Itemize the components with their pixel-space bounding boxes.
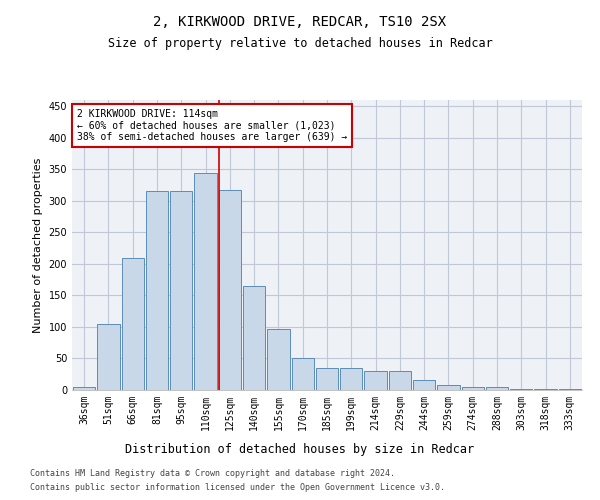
Bar: [218, 190, 241, 390]
Bar: [243, 286, 265, 390]
Bar: [194, 172, 217, 390]
Text: 2, KIRKWOOD DRIVE, REDCAR, TS10 2SX: 2, KIRKWOOD DRIVE, REDCAR, TS10 2SX: [154, 15, 446, 29]
Bar: [267, 329, 290, 390]
Bar: [413, 380, 436, 390]
Bar: [437, 385, 460, 390]
Text: 2 KIRKWOOD DRIVE: 114sqm
← 60% of detached houses are smaller (1,023)
38% of sem: 2 KIRKWOOD DRIVE: 114sqm ← 60% of detach…: [77, 108, 347, 142]
Text: Distribution of detached houses by size in Redcar: Distribution of detached houses by size …: [125, 442, 475, 456]
Bar: [461, 387, 484, 390]
Bar: [122, 258, 144, 390]
Y-axis label: Number of detached properties: Number of detached properties: [33, 158, 43, 332]
Bar: [73, 387, 95, 390]
Text: Contains public sector information licensed under the Open Government Licence v3: Contains public sector information licen…: [30, 484, 445, 492]
Text: Size of property relative to detached houses in Redcar: Size of property relative to detached ho…: [107, 38, 493, 51]
Bar: [170, 192, 193, 390]
Bar: [364, 371, 387, 390]
Bar: [486, 387, 508, 390]
Bar: [316, 368, 338, 390]
Bar: [97, 324, 119, 390]
Bar: [146, 192, 168, 390]
Bar: [292, 358, 314, 390]
Bar: [340, 368, 362, 390]
Text: Contains HM Land Registry data © Crown copyright and database right 2024.: Contains HM Land Registry data © Crown c…: [30, 468, 395, 477]
Bar: [389, 371, 411, 390]
Bar: [510, 388, 532, 390]
